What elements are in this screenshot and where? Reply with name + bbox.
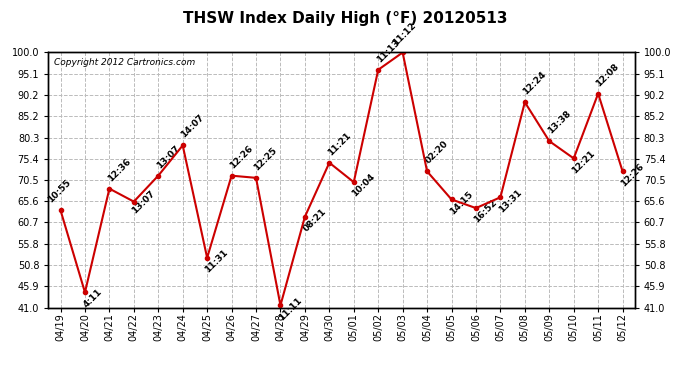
Text: 11:11: 11:11 <box>277 296 304 322</box>
Text: 12:25: 12:25 <box>253 146 279 172</box>
Text: 4:11: 4:11 <box>81 287 104 309</box>
Text: 10:55: 10:55 <box>46 178 72 205</box>
Text: 12:08: 12:08 <box>595 62 621 88</box>
Text: 12:36: 12:36 <box>106 156 132 183</box>
Text: 13:31: 13:31 <box>497 188 524 214</box>
Text: 11:12: 11:12 <box>391 20 417 47</box>
Text: 14:15: 14:15 <box>448 189 475 216</box>
Text: 14:07: 14:07 <box>179 113 206 140</box>
Text: Copyright 2012 Cartronics.com: Copyright 2012 Cartronics.com <box>55 58 195 67</box>
Text: 12:26: 12:26 <box>619 161 646 188</box>
Text: 11:31: 11:31 <box>204 248 230 274</box>
Text: 12:26: 12:26 <box>228 144 255 170</box>
Text: 08:21: 08:21 <box>302 207 328 233</box>
Text: 11:21: 11:21 <box>326 130 353 157</box>
Text: 11:13: 11:13 <box>375 38 401 64</box>
Text: 02:20: 02:20 <box>424 140 450 166</box>
Text: 10:04: 10:04 <box>351 172 377 199</box>
Text: 16:52: 16:52 <box>473 198 499 225</box>
Text: 13:07: 13:07 <box>130 189 157 216</box>
Text: 13:38: 13:38 <box>546 109 572 135</box>
Text: THSW Index Daily High (°F) 20120513: THSW Index Daily High (°F) 20120513 <box>183 11 507 26</box>
Text: 13:07: 13:07 <box>155 144 181 170</box>
Text: 12:21: 12:21 <box>570 148 597 175</box>
Text: 12:24: 12:24 <box>521 70 548 97</box>
